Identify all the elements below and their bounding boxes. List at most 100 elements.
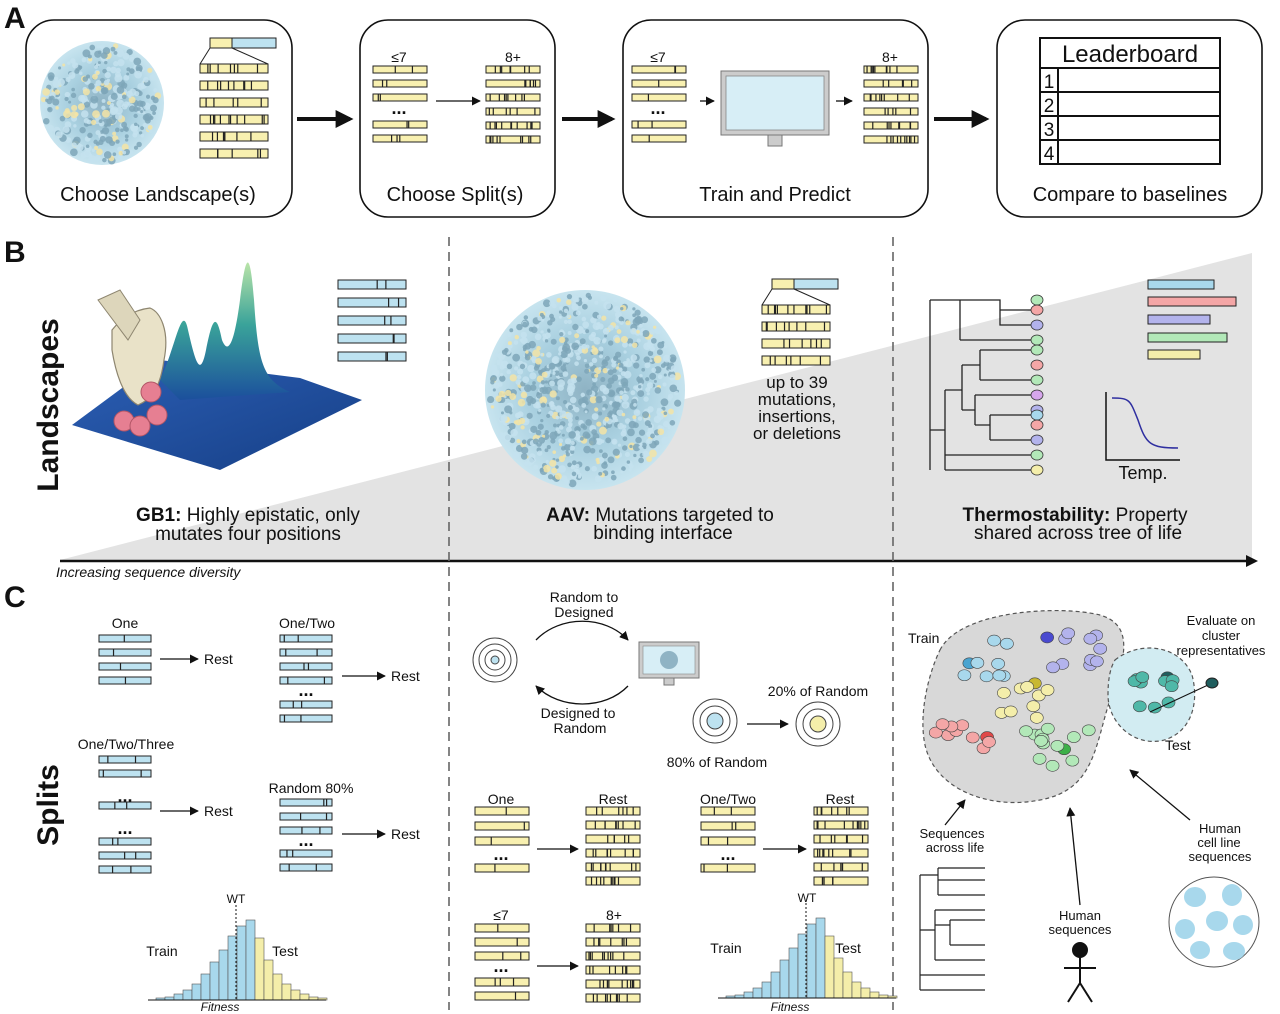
capsid-patch	[509, 393, 517, 400]
splits-side-label: Splits	[32, 764, 65, 846]
capsid-patch	[620, 430, 627, 437]
capsid-patch	[584, 410, 588, 414]
capsid-patch	[625, 387, 630, 392]
capsid-patch	[574, 463, 580, 469]
capsid-patch	[653, 440, 660, 446]
capsid-patch	[134, 70, 143, 79]
capsid-patch	[565, 426, 572, 433]
protein-blob	[970, 657, 985, 669]
evaluate-label: cluster	[1202, 628, 1241, 643]
capsid-patch	[123, 74, 130, 81]
capsid-patch	[495, 395, 502, 402]
capsid-patch	[642, 330, 650, 338]
capsid-patch	[532, 349, 541, 358]
sequence-stack-icon	[199, 37, 277, 159]
protein-blob	[1040, 684, 1055, 696]
capsid-yellow-patches	[40, 43, 162, 165]
capsid-patch	[657, 341, 665, 349]
split-dots: ...	[117, 818, 132, 838]
capsid-patch	[582, 321, 590, 329]
capsid-patch	[115, 112, 123, 120]
capsid-patch	[517, 368, 524, 375]
protein-blob	[1026, 700, 1041, 712]
capsid-patch	[562, 371, 569, 377]
seq-life-label: Sequences	[919, 826, 985, 841]
capsid-patch	[88, 155, 96, 164]
capsid-patch	[624, 451, 631, 458]
capsid-patch	[558, 442, 563, 447]
capsid-patch	[595, 396, 603, 404]
capsid-patch	[544, 380, 548, 384]
capsid-patch	[588, 362, 594, 367]
capsid-patch	[555, 396, 560, 401]
capsid-patch	[504, 389, 512, 397]
capsid-patch	[653, 325, 657, 329]
histogram-bar	[263, 959, 274, 1001]
capsid-patch	[551, 467, 558, 474]
sequence-bar	[700, 821, 756, 831]
capsid-patch	[569, 396, 577, 404]
capsid-patch	[55, 131, 63, 139]
capsid-patch	[670, 365, 677, 372]
capsid-patch	[612, 448, 620, 456]
capsid-patch	[46, 124, 55, 133]
capsid-patch	[594, 300, 599, 305]
capsid-patch	[598, 411, 603, 416]
capsid-patch	[565, 450, 569, 454]
sequence-bar	[337, 297, 407, 308]
capsid-patch	[112, 131, 117, 136]
capsid-patch	[581, 396, 588, 403]
capsid-patch	[537, 423, 544, 430]
sequence-bar	[279, 662, 333, 671]
capsid-patch	[87, 132, 93, 139]
capsid-patch	[506, 363, 513, 370]
capsid-patch	[601, 359, 609, 367]
sequence-bar	[585, 965, 641, 975]
capsid-patch	[617, 443, 622, 447]
train-dots: ...	[650, 98, 665, 118]
sequence-bar	[474, 821, 530, 831]
sequence-bar	[474, 923, 530, 933]
capsid-patch	[110, 46, 116, 52]
capsid-patch	[662, 421, 670, 428]
capsid-patch	[518, 417, 526, 425]
capsid-patch	[582, 431, 590, 439]
capsid-patch	[570, 449, 575, 455]
capsid-patch	[555, 415, 560, 420]
leaf-protein	[1030, 419, 1044, 431]
gb1-caption-line1: GB1: Highly epistatic, only	[136, 505, 360, 526]
leaf-protein	[1030, 334, 1044, 346]
capsid-patch	[654, 387, 662, 394]
sequence-bar	[474, 977, 530, 987]
rest-label: Rest	[391, 826, 420, 842]
capsid-patch	[113, 61, 119, 67]
capsid-patch	[644, 362, 651, 369]
capsid-patch	[567, 405, 573, 411]
capsid-patch	[41, 103, 48, 109]
protein-blob	[1132, 700, 1147, 713]
capsid-patch	[115, 139, 120, 144]
sequence-bar	[372, 79, 428, 88]
sequence-bar	[279, 826, 333, 835]
capsid-patch	[99, 45, 103, 49]
step-label-landscape: Choose Landscape(s)	[60, 184, 256, 206]
capsid-patch	[103, 151, 112, 159]
histogram-bar	[272, 973, 283, 1001]
capsid-patch	[574, 361, 579, 366]
capsid-patch	[580, 423, 586, 429]
step-label-split: Choose Split(s)	[387, 184, 524, 206]
sequence-bar	[485, 121, 541, 130]
capsid-patch	[568, 423, 573, 428]
capsid-patch	[553, 423, 557, 428]
sequence-bar	[485, 65, 541, 74]
capsid-patch	[570, 440, 575, 446]
tree-of-life-icon	[929, 299, 1032, 471]
capsid-patch	[95, 130, 101, 136]
capsid-patch	[494, 352, 499, 357]
protein-blob	[935, 718, 950, 731]
sequence-bar	[585, 848, 641, 858]
capsid-patch	[527, 457, 535, 465]
capsid-patch	[567, 331, 572, 335]
capsid-patch	[591, 345, 595, 349]
capsid-patch	[74, 68, 80, 74]
